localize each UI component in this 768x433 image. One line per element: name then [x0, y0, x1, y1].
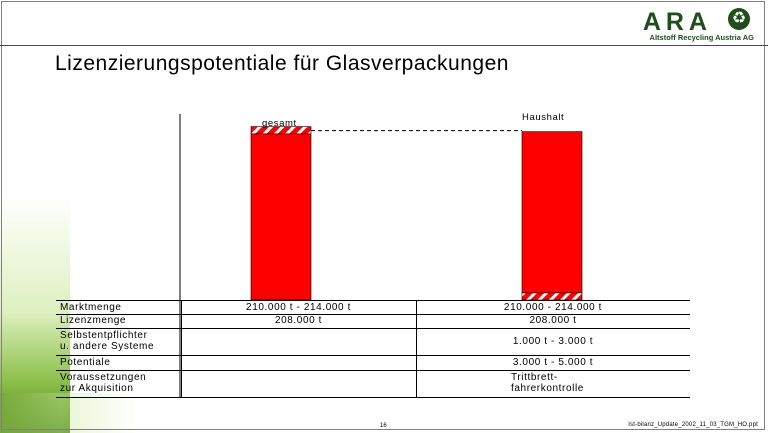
- cell-haushalt: 210.000 - 214.000 t: [503, 302, 603, 313]
- table-row-marktmenge: Marktmenge 210.000 t - 214.000 t 210.000…: [56, 300, 690, 315]
- cell-haushalt: 208.000 t: [529, 315, 577, 326]
- page-number: 16: [380, 423, 387, 429]
- left-green-gradient: [0, 0, 70, 433]
- cell-gesamt: 208.000 t: [274, 315, 323, 326]
- row-label: Marktmenge: [60, 302, 122, 313]
- bar-solid-haushalt: [521, 131, 583, 294]
- ara-logo: ARA ♻ Altstoff Recycling Austria AG: [604, 6, 754, 42]
- logo-wordmark: ARA: [642, 8, 712, 36]
- bottom-green-gradient: [0, 393, 768, 433]
- header-divider: [0, 45, 768, 46]
- table-row-potentiale: Potentiale 3.000 t - 5.000 t: [56, 356, 690, 371]
- recycling-icon: ♻: [728, 8, 750, 30]
- row-label: Selbstentpflichter u. andere Systeme: [60, 330, 155, 352]
- column-divider: [416, 300, 417, 397]
- slide-title: Lizenzierungspotentiale für Glasverpacku…: [55, 52, 509, 75]
- bar-label-gesamt: gesamt: [262, 118, 297, 129]
- table-row-lizenzmenge: Lizenzmenge 208.000 t 208.000 t: [56, 314, 690, 329]
- row-label: Lizenzmenge: [60, 315, 127, 326]
- cell-gesamt: 210.000 t - 214.000 t: [246, 302, 351, 313]
- logo-subtitle: Altstoff Recycling Austria AG: [649, 33, 754, 42]
- row-label: Potentiale: [60, 357, 111, 368]
- cell-haushalt: 3.000 t - 5.000 t: [512, 357, 594, 368]
- table-row-selbstentpflichter: Selbstentpflichter u. andere Systeme 1.0…: [56, 329, 690, 356]
- bar-solid-gesamt: [250, 133, 312, 301]
- bar-hatched-haushalt: [521, 292, 583, 301]
- bar-label-haushalt: Haushalt: [522, 112, 565, 123]
- cell-haushalt: Trittbrett- fahrerkontrolle: [511, 372, 584, 394]
- row-label: Voraussetzungen zur Akquisition: [60, 372, 147, 394]
- file-name: Ist-bilanz_Update_2002_11_03_TGM_HO.ppt: [628, 422, 758, 428]
- column-divider: [181, 300, 182, 397]
- cell-haushalt: 1.000 t - 3.000 t: [512, 336, 594, 347]
- table-row-voraussetzungen: Voraussetzungen zur Akquisition Trittbre…: [56, 371, 690, 398]
